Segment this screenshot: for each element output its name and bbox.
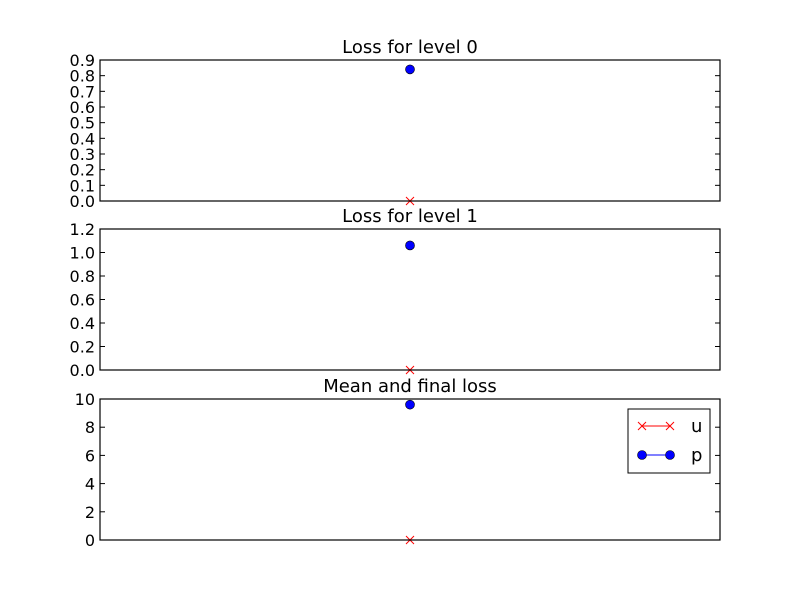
data-point-p (406, 241, 415, 250)
y-tick-label: 0.9 (70, 51, 95, 70)
y-tick-label: 0.4 (70, 314, 95, 333)
data-point-p (406, 65, 415, 74)
series-p (406, 241, 415, 250)
y-tick-label: 1.0 (70, 244, 95, 263)
legend-marker (666, 451, 675, 460)
y-tick-label: 8 (85, 418, 95, 437)
y-tick-label: 0.6 (70, 291, 95, 310)
y-tick-label: 0 (85, 531, 95, 550)
subplot-title: Mean and final loss (323, 376, 497, 397)
legend-marker (638, 451, 647, 460)
y-tick-label: 0.8 (70, 267, 95, 286)
y-tick-label: 1.2 (70, 220, 95, 239)
series-p (406, 400, 415, 409)
y-tick-label: 0.0 (70, 361, 95, 380)
subplot-title: Loss for level 1 (342, 206, 478, 227)
series-p (406, 65, 415, 74)
legend-label: p (691, 445, 702, 466)
subplot-title: Loss for level 0 (342, 37, 478, 58)
y-tick-label: 4 (85, 475, 95, 494)
legend: up (628, 409, 710, 473)
y-tick-label: 6 (85, 446, 95, 465)
y-tick-label: 0.2 (70, 338, 95, 357)
legend-label: u (691, 416, 702, 437)
y-tick-label: 10 (75, 390, 95, 409)
data-point-p (406, 400, 415, 409)
y-tick-label: 2 (85, 503, 95, 522)
